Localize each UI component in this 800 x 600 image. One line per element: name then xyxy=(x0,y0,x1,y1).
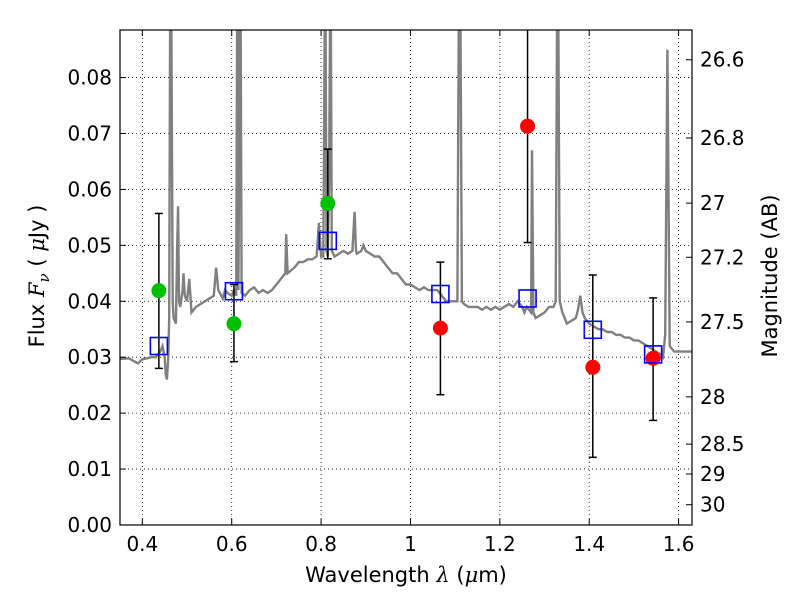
y-tick-label: 0.03 xyxy=(67,345,112,369)
y2-tick-label: 26.8 xyxy=(700,126,745,150)
y-tick-label: 0.06 xyxy=(67,177,112,201)
x-tick-label: 0.6 xyxy=(216,532,248,556)
y-tick-label: 0.07 xyxy=(67,121,112,145)
y2-tick-label: 30 xyxy=(700,493,725,517)
plot-frame xyxy=(119,29,693,526)
flux-point-circle xyxy=(432,320,448,336)
model-point-square xyxy=(518,289,537,308)
y-tick-label: 0.05 xyxy=(67,233,112,257)
model-point-square xyxy=(431,284,450,304)
x-tick-label: 0.4 xyxy=(126,532,158,556)
y2-tick-label: 26.6 xyxy=(700,48,745,72)
model-spectrum xyxy=(120,30,692,380)
model-point-square xyxy=(149,336,169,356)
flux-point-circle xyxy=(151,283,167,299)
model-point-square xyxy=(224,281,244,301)
model-point-square xyxy=(318,231,338,251)
y2-tick-label: 27.2 xyxy=(700,245,745,269)
model-point-square xyxy=(643,345,663,364)
x-tick-label: 1.4 xyxy=(573,532,605,556)
y2-tick-label: 28.5 xyxy=(700,432,745,456)
x-tick-label: 1.6 xyxy=(663,532,695,556)
error-bars xyxy=(154,30,658,459)
flux-point-circle xyxy=(520,118,536,134)
x-axis-label: Wavelength λ (μm) xyxy=(305,563,507,587)
flux-point-circle xyxy=(320,195,336,211)
x-tick-label: 0.8 xyxy=(305,532,337,556)
y-tick-label: 0.08 xyxy=(67,66,112,90)
x-tick-label: 1 xyxy=(404,532,417,556)
spectrum-line xyxy=(120,30,692,380)
y2-tick-label: 28 xyxy=(700,385,725,409)
y-tick-label: 0.00 xyxy=(67,513,112,537)
y-tick-label: 0.01 xyxy=(67,457,112,481)
flux-point-circle xyxy=(226,316,242,332)
y-axis-label: Flux Fν ( μJy ) xyxy=(25,205,53,348)
y2-tick-label: 27 xyxy=(700,191,725,215)
axis-ticks: 0.4 0.6 0.8 1 1.2 1.4 1.6 0.00 0.01 0.02 0.03 0.04 0… xyxy=(67,30,745,556)
x-tick-label: 1.2 xyxy=(484,532,516,556)
y-tick-label: 0.04 xyxy=(67,289,112,313)
grid-lines xyxy=(120,30,692,525)
photometry-markers xyxy=(149,118,663,375)
y2-axis-label: Magnitude (AB) xyxy=(758,194,782,357)
model-point-square xyxy=(583,320,603,340)
y-tick-label: 0.02 xyxy=(67,401,112,425)
flux-point-circle xyxy=(585,359,601,375)
y2-tick-label: 29 xyxy=(700,462,725,486)
y2-tick-label: 27.5 xyxy=(700,310,745,334)
flux-point-circle xyxy=(645,350,661,366)
